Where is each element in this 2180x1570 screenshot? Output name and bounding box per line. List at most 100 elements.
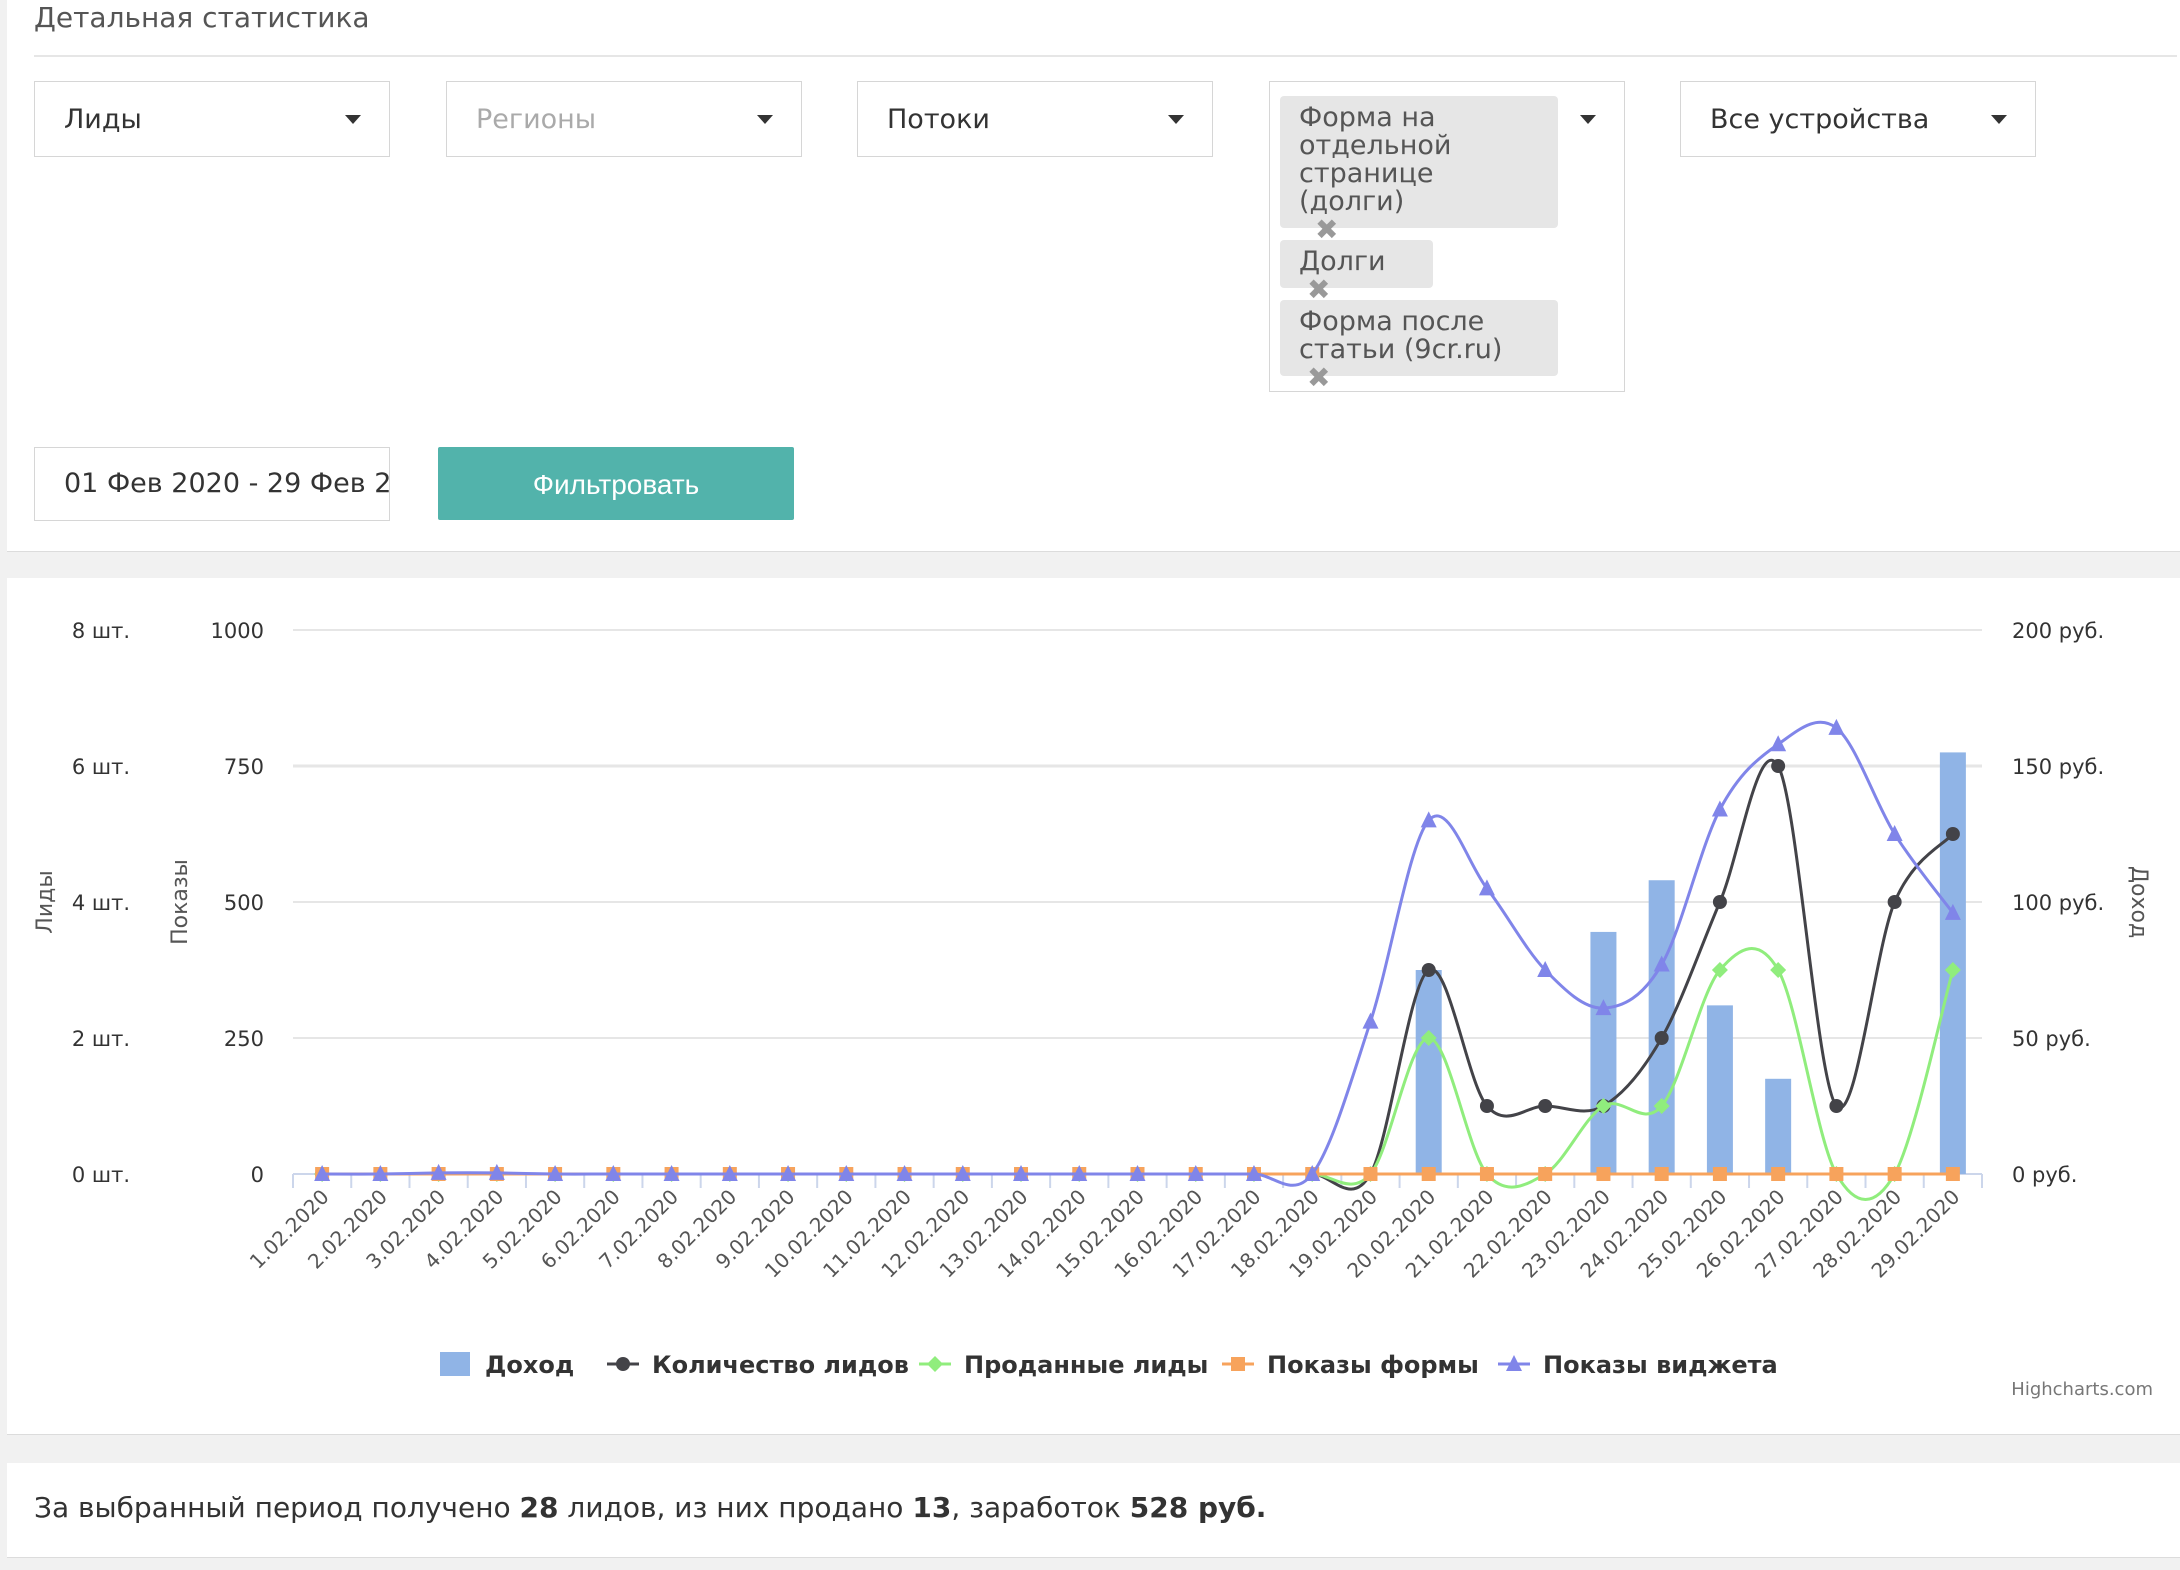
income-tick-label: 150 руб. — [2012, 755, 2104, 779]
regions-select[interactable]: Регионы — [446, 81, 802, 157]
widget-views-point — [1886, 825, 1903, 841]
income-bar — [1648, 880, 1675, 1174]
widget-views-point — [1595, 999, 1612, 1016]
widget-views-point — [1071, 1165, 1088, 1181]
chart-x-labels: 1.02.20202.02.20203.02.20204.02.20205.02… — [245, 1185, 1965, 1283]
widget-views-point — [1537, 961, 1554, 977]
widget-views-point — [780, 1165, 797, 1181]
streams-select-value: Потоки — [887, 104, 990, 135]
sold-point — [1944, 962, 1961, 978]
legend-item-label[interactable]: Доход — [485, 1351, 574, 1379]
views-axis-title: Показы — [168, 859, 193, 945]
leads-point — [1829, 1099, 1844, 1113]
forms-multiselect[interactable]: Форма на отдельной странице (долги) ✖ До… — [1269, 81, 1625, 392]
views-tick-label: 750 — [224, 755, 264, 779]
widget-views-point — [1506, 1355, 1522, 1371]
chart-panel: 0 шт. 0 0 руб. 2 шт. 250 50 руб. 4 шт. 500 100 р… — [7, 578, 2180, 1435]
income-bar — [1765, 1078, 1792, 1174]
chart: 0 шт. 0 0 руб. 2 шт. 250 50 руб. 4 шт. 500 100 р… — [33, 619, 2153, 1400]
form-tag-label: Форма на отдельной странице (долги) — [1299, 102, 1452, 217]
title-divider — [34, 55, 2177, 57]
leads-point — [1654, 1031, 1669, 1045]
widget-views-point — [1711, 800, 1728, 817]
widget-views-point — [663, 1165, 680, 1181]
form-tag-label: Долги — [1299, 246, 1386, 277]
form-views-point — [1421, 1167, 1436, 1181]
widget-views-point — [430, 1163, 447, 1180]
chart-axes: 0 шт. 0 0 руб. 2 шт. 250 50 руб. 4 шт. 500 100 р… — [33, 619, 2151, 1187]
page-title: Детальная статистика — [34, 1, 370, 34]
widget-views-point — [1245, 1165, 1262, 1181]
type-select[interactable]: Лиды — [34, 81, 390, 157]
leads-point — [1771, 759, 1786, 773]
form-views-point — [1771, 1167, 1786, 1181]
legend-item-label[interactable]: Проданные лиды — [964, 1351, 1208, 1379]
widget-views-point — [1013, 1165, 1030, 1181]
views-tick-label: 500 — [224, 891, 264, 915]
widget-views-point — [314, 1165, 331, 1181]
summary-leads-count: 28 — [519, 1491, 559, 1524]
widget-views-point — [896, 1165, 913, 1181]
leads-point — [1945, 827, 1960, 841]
legend-item-label[interactable]: Показы виджета — [1543, 1351, 1778, 1379]
regions-select-placeholder: Регионы — [476, 104, 597, 135]
income-bar — [1590, 931, 1617, 1174]
form-tag-label: Форма после статьи (9cr.ru) — [1299, 306, 1503, 365]
form-views-point — [1538, 1167, 1553, 1181]
devices-select-value: Все устройства — [1710, 104, 1930, 135]
date-range-input[interactable]: 01 Фев 2020 - 29 Фев 2020 — [34, 447, 390, 521]
chevron-down-icon — [1580, 115, 1596, 124]
form-views-point — [1596, 1167, 1611, 1181]
remove-tag-icon[interactable]: ✖ — [1307, 361, 1331, 394]
widget-views-point — [1478, 879, 1495, 896]
chart-credits[interactable]: Highcharts.com — [2011, 1379, 2153, 1400]
form-views-point — [1231, 1357, 1245, 1371]
devices-select[interactable]: Все устройства — [1680, 81, 2036, 157]
widget-views-point — [372, 1165, 389, 1181]
legend-item-label[interactable]: Количество лидов — [652, 1351, 909, 1379]
chart-lines — [314, 718, 1961, 1201]
widget-views-point — [1187, 1165, 1204, 1181]
views-tick-label: 1000 — [211, 619, 264, 643]
form-tag: Форма на отдельной странице (долги) ✖ — [1280, 96, 1558, 244]
chevron-down-icon — [1991, 115, 2007, 124]
summary-income: 528 руб. — [1129, 1491, 1267, 1524]
form-views-point — [1829, 1167, 1844, 1181]
summary-text: За выбранный период получено 28 лидов, и… — [34, 1491, 1266, 1524]
widget-views-point — [488, 1163, 505, 1180]
remove-tag-icon[interactable]: ✖ — [1315, 213, 1339, 246]
leads-point — [1479, 1099, 1494, 1113]
sold-point — [1420, 1030, 1437, 1046]
form-tag: Форма после статьи (9cr.ru) ✖ — [1280, 300, 1558, 392]
sold-point — [927, 1356, 943, 1372]
leads-tick-label: 2 шт. — [72, 1027, 130, 1051]
leads-point — [616, 1357, 630, 1371]
leads-tick-label: 0 шт. — [72, 1163, 130, 1187]
leads-point — [1712, 895, 1727, 909]
leads-point — [1421, 963, 1436, 977]
streams-select[interactable]: Потоки — [857, 81, 1213, 157]
legend-item-label[interactable]: Показы формы — [1267, 1351, 1479, 1379]
income-tick-label: 50 руб. — [2012, 1027, 2091, 1051]
form-tag: Долги ✖ — [1280, 240, 1433, 304]
remove-tag-icon[interactable]: ✖ — [1307, 273, 1331, 306]
views-tick-label: 250 — [224, 1027, 264, 1051]
filter-panel: Детальная статистика Лиды Регионы Потоки… — [7, 0, 2180, 552]
widget-views-point — [1944, 903, 1961, 920]
income-tick-label: 100 руб. — [2012, 891, 2104, 915]
form-views-point — [1945, 1167, 1960, 1181]
income-bar — [1415, 970, 1442, 1174]
summary-panel: За выбранный период получено 28 лидов, и… — [7, 1463, 2180, 1558]
widget-views-point — [721, 1165, 738, 1181]
widget-views-point — [954, 1165, 971, 1181]
views-tick-label: 0 — [251, 1163, 264, 1187]
summary-text-part: лидов, из них продано — [558, 1491, 913, 1524]
sold-point — [1711, 962, 1728, 978]
widget-views-point — [1304, 1165, 1321, 1181]
filter-button[interactable]: Фильтровать — [438, 447, 794, 520]
form-views-point — [1479, 1167, 1494, 1181]
summary-text-part: За выбранный период получено — [34, 1491, 520, 1524]
sold-point — [1595, 1098, 1612, 1114]
type-select-value: Лиды — [64, 104, 142, 135]
widget-views-point — [1770, 735, 1787, 752]
